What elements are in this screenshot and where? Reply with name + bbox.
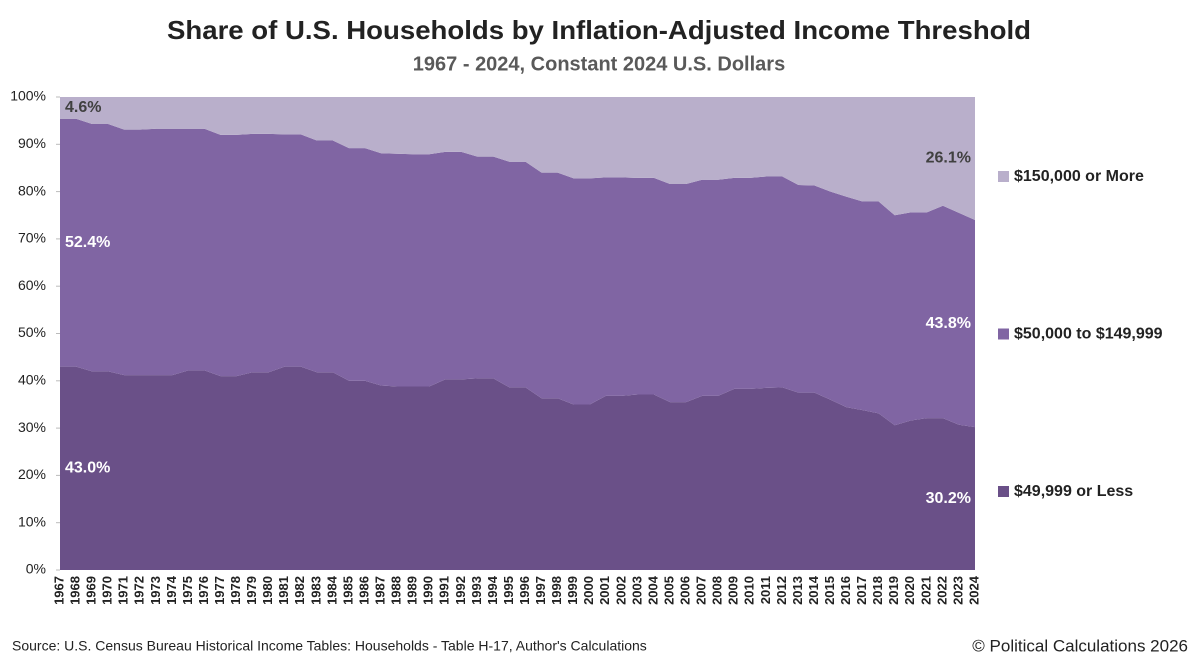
x-tick-label: 2017 — [854, 576, 869, 605]
data-label: 43.8% — [926, 315, 971, 332]
legend-label: $49,999 or Less — [1014, 483, 1133, 500]
x-tick-label: 2004 — [645, 575, 660, 605]
x-tick-label: 2003 — [629, 576, 644, 605]
y-tick-label: 60% — [18, 277, 46, 293]
x-tick-label: 2016 — [838, 576, 853, 605]
x-tick-label: 1993 — [469, 576, 484, 605]
x-tick-label: 1985 — [340, 576, 355, 605]
x-tick-label: 1970 — [100, 576, 115, 605]
area — [60, 97, 975, 220]
x-tick-label: 1976 — [196, 576, 211, 605]
x-tick-label: 1981 — [276, 576, 291, 605]
x-tick-label: 2020 — [902, 576, 917, 605]
x-tick-label: 2005 — [661, 576, 676, 605]
x-tick-label: 1999 — [565, 576, 580, 605]
x-tick-label: 1978 — [228, 576, 243, 605]
x-tick-label: 1992 — [453, 576, 468, 605]
x-tick-label: 2011 — [758, 576, 773, 604]
plot-area — [60, 97, 975, 570]
x-tick-label: 1984 — [324, 575, 339, 605]
area — [60, 118, 975, 428]
legend-label: $50,000 to $149,999 — [1014, 326, 1163, 343]
legend-swatch — [998, 171, 1009, 182]
data-label: 4.6% — [65, 99, 101, 116]
y-tick-label: 40% — [18, 372, 46, 388]
x-tick-label: 2014 — [806, 575, 821, 605]
x-tick-label: 1986 — [356, 576, 371, 605]
x-tick-label: 1982 — [292, 576, 307, 605]
x-tick-label: 2013 — [790, 576, 805, 605]
y-tick-label: 20% — [18, 466, 46, 482]
legend-swatch — [998, 486, 1009, 497]
x-tick-label: 2018 — [870, 576, 885, 605]
y-tick-label: 80% — [18, 182, 46, 198]
x-tick-label: 1987 — [372, 576, 387, 605]
x-tick-label: 2012 — [774, 576, 789, 605]
legend-label: $150,000 or More — [1014, 168, 1144, 185]
data-label: 43.0% — [65, 460, 110, 477]
x-tick-label: 1972 — [132, 576, 147, 605]
x-tick-label: 1979 — [244, 576, 259, 605]
data-label: 52.4% — [65, 234, 110, 251]
x-tick-label: 2015 — [822, 576, 837, 605]
x-tick-label: 1988 — [389, 576, 404, 605]
data-label: 26.1% — [926, 149, 971, 166]
x-tick-label: 1990 — [421, 576, 436, 605]
legend-swatch — [998, 328, 1009, 340]
x-tick-label: 1973 — [148, 576, 163, 605]
x-tick-label: 1968 — [67, 576, 82, 605]
x-tick-label: 1995 — [501, 576, 516, 605]
x-tick-label: 2021 — [918, 576, 933, 605]
y-tick-label: 90% — [18, 135, 46, 151]
x-tick-label: 1980 — [260, 576, 275, 605]
source-note: Source: U.S. Census Bureau Historical In… — [12, 638, 647, 654]
x-tick-label: 2006 — [677, 576, 692, 605]
y-tick-label: 100% — [10, 88, 46, 104]
chart-title: Share of U.S. Households by Inflation-Ad… — [167, 15, 1031, 45]
credit: © Political Calculations 2026 — [972, 636, 1188, 655]
area — [60, 366, 975, 570]
x-tick-label: 1989 — [405, 576, 420, 605]
x-tick-label: 2002 — [613, 576, 628, 605]
x-tick-label: 2007 — [694, 576, 709, 605]
x-tick-label: 2019 — [886, 576, 901, 605]
x-tick-label: 2000 — [581, 576, 596, 605]
x-tick-label: 1974 — [164, 575, 179, 605]
x-tick-label: 1996 — [517, 576, 532, 605]
x-tick-label: 1975 — [180, 576, 195, 605]
chart-subtitle: 1967 - 2024, Constant 2024 U.S. Dollars — [413, 53, 785, 75]
y-tick-label: 50% — [18, 324, 46, 340]
y-tick-label: 10% — [18, 513, 46, 529]
x-tick-label: 2024 — [966, 575, 981, 605]
x-tick-label: 1977 — [212, 576, 227, 605]
x-tick-label: 1997 — [533, 576, 548, 605]
x-tick-label: 1967 — [51, 576, 66, 605]
x-tick-label: 1969 — [84, 576, 99, 605]
x-tick-label: 2023 — [950, 576, 965, 605]
y-tick-label: 0% — [26, 561, 46, 577]
x-tick-label: 1983 — [308, 576, 323, 605]
x-tick-label: 2001 — [597, 576, 612, 605]
data-label: 30.2% — [926, 490, 971, 507]
x-tick-label: 1994 — [485, 575, 500, 605]
x-tick-label: 2022 — [934, 576, 949, 605]
y-tick-label: 30% — [18, 419, 46, 435]
y-tick-label: 70% — [18, 230, 46, 246]
x-tick-label: 1998 — [549, 576, 564, 605]
x-tick-label: 2010 — [742, 576, 757, 605]
x-tick-label: 2008 — [710, 576, 725, 605]
x-tick-label: 1991 — [437, 576, 452, 605]
x-tick-label: 1971 — [116, 576, 131, 605]
x-tick-label: 2009 — [726, 576, 741, 605]
